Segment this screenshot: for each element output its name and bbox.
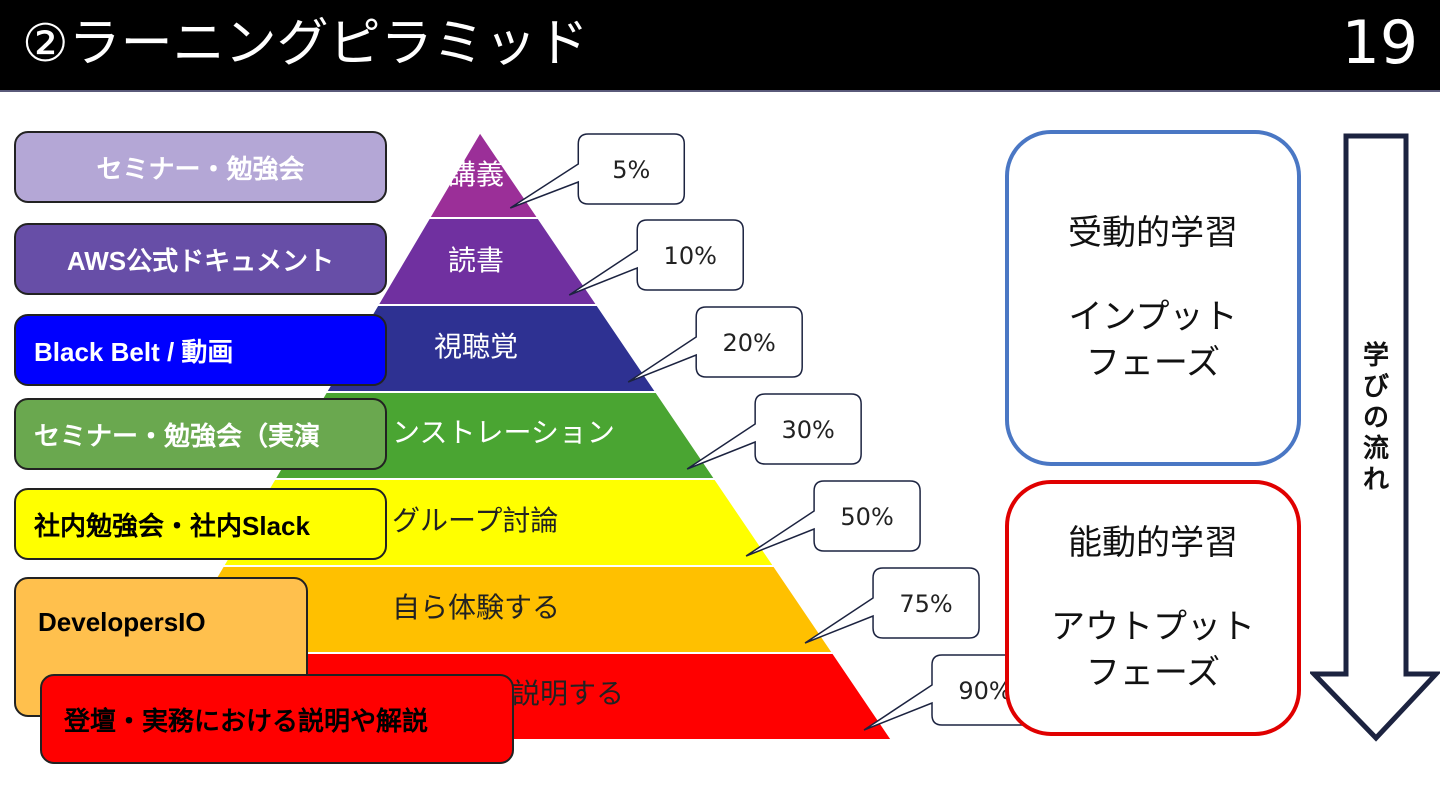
retention-callout-group-discussion	[745, 480, 921, 557]
band-label-audiovisual: 視聴覚	[434, 330, 519, 363]
retention-value-teach-others: 90%	[958, 677, 1011, 705]
retention-value-audiovisual: 20%	[723, 329, 776, 357]
flow-char: び	[1362, 371, 1389, 401]
page-number: 19	[1341, 8, 1418, 78]
flow-char: の	[1362, 402, 1389, 432]
retention-callout-audiovisual	[627, 306, 803, 383]
output-label: アウトプット	[1051, 607, 1255, 647]
retention-value-lecture: 5%	[612, 156, 650, 184]
input-phase-label: フェーズ	[1085, 343, 1221, 383]
passive-learning-title: 受動的学習	[1068, 213, 1238, 253]
band-label-reading: 読書	[448, 244, 505, 277]
header-bar: ②ラーニングピラミッド 19	[0, 0, 1440, 92]
output-phase-label: フェーズ	[1085, 653, 1221, 693]
activity-black-belt: Black Belt / 動画	[14, 314, 387, 386]
retention-callout-reading	[568, 219, 744, 296]
flow-char: れ	[1362, 464, 1389, 494]
flow-char: 流	[1362, 433, 1389, 463]
band-label-lecture: 講義	[448, 158, 505, 191]
band-label-demonstration: ンストレーション	[392, 416, 615, 449]
activity-presentation: 登壇・実務における説明や解説	[40, 674, 514, 764]
band-label-experience: 自ら体験する	[392, 591, 561, 624]
band-label-group-discussion: グループ討論	[392, 504, 559, 537]
retention-value-demonstration: 30%	[781, 416, 834, 444]
flow-arrow-down-icon	[1310, 133, 1440, 742]
retention-callout-lecture	[509, 133, 686, 209]
activity-seminar: セミナー・勉強会	[14, 131, 387, 203]
active-learning-title: 能動的学習	[1068, 523, 1238, 563]
slide-title: ②ラーニングピラミッド	[22, 14, 589, 74]
band-label-teach-others: 説明する	[512, 677, 625, 710]
retention-callout-demonstration	[686, 393, 862, 470]
input-label: インプット	[1068, 297, 1238, 337]
retention-callout-experience	[804, 567, 980, 644]
activity-aws-docs: AWS公式ドキュメント	[14, 223, 387, 295]
passive-learning-box: 受動的学習 インプット フェーズ	[1005, 130, 1301, 466]
retention-value-reading: 10%	[664, 242, 717, 270]
retention-value-experience: 75%	[899, 590, 952, 618]
learning-flow-label: 学びの流れ	[1356, 340, 1396, 495]
active-learning-box: 能動的学習 アウトプット フェーズ	[1005, 480, 1301, 736]
activity-internal-study: 社内勉強会・社内Slack	[14, 488, 387, 560]
flow-char: 学	[1362, 340, 1389, 370]
retention-value-group-discussion: 50%	[840, 503, 893, 531]
activity-seminar-demo: セミナー・勉強会（実演	[14, 398, 387, 470]
